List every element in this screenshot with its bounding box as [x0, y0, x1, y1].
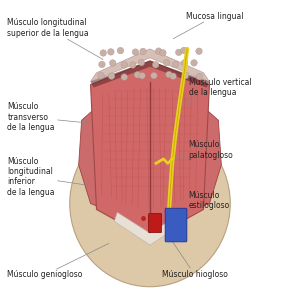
Circle shape [163, 59, 170, 66]
Circle shape [181, 60, 188, 66]
Polygon shape [91, 61, 209, 88]
Circle shape [121, 61, 127, 68]
Circle shape [138, 59, 145, 66]
Circle shape [172, 61, 179, 68]
Text: Músculo
transverso
de la lengua: Músculo transverso de la lengua [7, 102, 88, 132]
Polygon shape [91, 49, 209, 82]
Circle shape [121, 74, 128, 80]
Text: Músculo
estilogloso: Músculo estilogloso [182, 191, 230, 217]
Ellipse shape [70, 120, 230, 287]
Circle shape [191, 60, 197, 66]
Polygon shape [91, 61, 209, 239]
Circle shape [176, 49, 182, 56]
Circle shape [140, 48, 146, 55]
Text: Músculo longitudinal
superior de la lengua: Músculo longitudinal superior de la leng… [7, 18, 103, 59]
Circle shape [181, 47, 187, 54]
Circle shape [196, 48, 202, 55]
Circle shape [134, 71, 141, 78]
Circle shape [152, 61, 159, 68]
Circle shape [151, 72, 157, 79]
Circle shape [160, 50, 166, 56]
Circle shape [117, 47, 124, 54]
Text: Músculo
longitudinal
inferior
de la lengua: Músculo longitudinal inferior de la leng… [7, 157, 88, 197]
Text: Músculo hiogloso: Músculo hiogloso [162, 242, 228, 279]
Text: Músculo
palatogloso: Músculo palatogloso [176, 140, 233, 160]
FancyBboxPatch shape [148, 214, 162, 232]
Circle shape [130, 62, 136, 68]
Circle shape [155, 48, 162, 54]
Circle shape [108, 73, 115, 80]
Circle shape [139, 72, 145, 79]
Text: Músculo geniogloso: Músculo geniogloso [7, 243, 109, 279]
Polygon shape [79, 97, 126, 215]
Circle shape [99, 61, 105, 68]
Polygon shape [174, 97, 221, 215]
Polygon shape [114, 212, 186, 245]
Circle shape [182, 72, 189, 79]
Circle shape [100, 50, 106, 56]
Circle shape [170, 73, 176, 80]
Circle shape [196, 73, 203, 80]
Circle shape [166, 71, 172, 78]
Circle shape [132, 49, 139, 56]
Text: Músculo vertical
de la lengua: Músculo vertical de la lengua [182, 78, 251, 104]
Circle shape [98, 72, 104, 79]
Text: Mucosa lingual: Mucosa lingual [173, 12, 243, 39]
FancyBboxPatch shape [165, 208, 187, 242]
Circle shape [110, 60, 116, 66]
Circle shape [108, 49, 114, 55]
